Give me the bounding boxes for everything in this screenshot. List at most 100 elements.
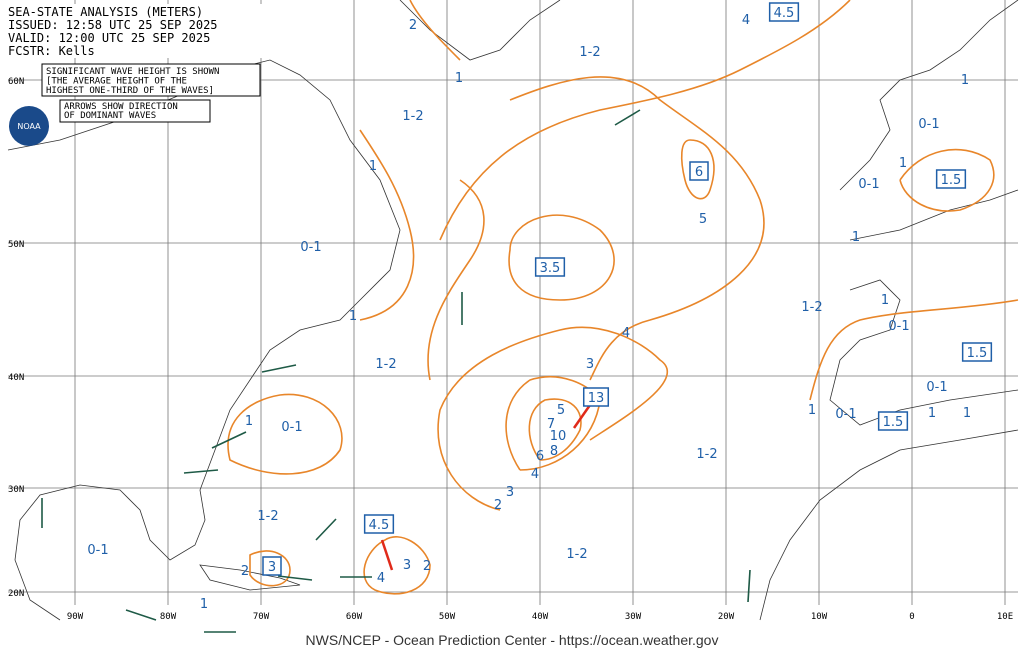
notes: SIGNIFICANT WAVE HEIGHT IS SHOWN[THE AVE… <box>46 67 219 96</box>
contour-label: 4 <box>622 326 630 341</box>
contour-label: 0-1 <box>281 420 302 435</box>
coastline <box>399 0 561 61</box>
wave-arrow <box>183 469 219 474</box>
label-box <box>877 411 909 431</box>
longitude-label: 30W <box>625 612 642 622</box>
longitude-label: 90W <box>67 612 84 622</box>
boxed-label: 3.5 <box>540 261 561 276</box>
boxed-label: 3 <box>268 560 276 575</box>
contour <box>437 326 669 511</box>
contour <box>899 148 995 212</box>
longitude-label: 70W <box>253 612 270 622</box>
contour-label: 1 <box>881 293 889 308</box>
contour-label: 2 <box>409 18 417 33</box>
latitude-label: 30N <box>8 485 24 495</box>
contour-label: 1-2 <box>801 300 822 315</box>
coastline <box>7 59 401 621</box>
note-line: SIGNIFICANT WAVE HEIGHT IS SHOWN <box>46 67 219 77</box>
wave-arrow <box>277 575 313 581</box>
label-box <box>961 342 993 362</box>
coastline <box>759 429 1019 621</box>
longitude-label: 50W <box>439 612 456 622</box>
wave-arrow <box>315 518 337 541</box>
coastlines <box>7 0 1019 621</box>
contour-label: 1 <box>852 230 860 245</box>
header: SEA-STATE ANALYSIS (METERS)ISSUED: 12:58… <box>8 5 218 58</box>
contour-label: 1-2 <box>579 45 600 60</box>
contour-label: 0-1 <box>858 177 879 192</box>
boxed-label: 1.5 <box>883 415 904 430</box>
label-box <box>935 169 967 189</box>
header-line: SEA-STATE ANALYSIS (METERS) <box>8 5 203 19</box>
latitude-label: 20N <box>8 589 24 599</box>
wave-arrow <box>261 364 297 373</box>
wave-arrow <box>614 109 641 126</box>
wave-arrow <box>747 569 751 603</box>
label-box <box>768 2 800 22</box>
contour-label: 1 <box>928 406 936 421</box>
contour <box>359 129 415 321</box>
longitude-label: 10E <box>997 612 1013 622</box>
contour <box>249 550 291 587</box>
longitude-label: 0 <box>909 612 914 622</box>
arrow-note-line: ARROWS SHOW DIRECTION <box>64 102 178 112</box>
wave-arrow-red <box>572 404 592 429</box>
coastline <box>199 564 301 591</box>
contour-label: 1 <box>369 159 377 174</box>
label-box <box>262 556 282 576</box>
contour-label: 3 <box>506 485 514 500</box>
contour-label: 1 <box>808 403 816 418</box>
wave-arrow-red <box>380 539 394 571</box>
contour-label: 1 <box>200 597 208 612</box>
boxed-label: 4.5 <box>774 6 795 21</box>
labels: 1-2 1-2 1-2 1-2 1-2 1-2 1-2 0-1 0-1 0-1 0-1 0-1 0-1 0… <box>87 2 993 612</box>
logo <box>9 106 49 146</box>
contour-label: 4 <box>531 467 539 482</box>
arrow-note-line: OF DOMINANT WAVES <box>64 111 156 121</box>
coastline <box>839 0 1019 191</box>
header-box <box>4 4 274 58</box>
contour-label: 6 <box>536 449 544 464</box>
contour-label: 3 <box>403 558 411 573</box>
wave-arrow <box>125 609 157 621</box>
coastline <box>849 189 1019 241</box>
label-box <box>363 514 395 534</box>
contour-label: 1 <box>455 71 463 86</box>
contour-label: 1 <box>349 309 357 324</box>
contours <box>227 0 1019 595</box>
contour <box>227 393 343 475</box>
boxed-label: 6 <box>695 165 703 180</box>
coastline <box>829 279 1019 426</box>
contour-label: 0-1 <box>300 240 321 255</box>
longitude-label: 60W <box>346 612 363 622</box>
contour <box>680 139 715 200</box>
contour-label: 4 <box>742 13 750 28</box>
note-line: [THE AVERAGE HEIGHT OF THE <box>46 77 187 87</box>
label-box <box>534 257 566 277</box>
latitude-label: 60N <box>8 77 24 87</box>
longitude-label: 20W <box>718 612 735 622</box>
contour-label: 1-2 <box>566 547 587 562</box>
contour-label: 5 <box>699 212 707 227</box>
contour-label: 0-1 <box>918 117 939 132</box>
contour-label: 8 <box>550 444 558 459</box>
contour-label: 1-2 <box>696 447 717 462</box>
logo-text: NOAA <box>17 122 41 131</box>
label-box <box>582 387 610 407</box>
note-line: HIGHEST ONE-THIRD OF THE WAVES] <box>46 86 214 96</box>
contour-label: 1-2 <box>402 109 423 124</box>
boxed-label: 4.5 <box>369 518 390 533</box>
contour-label: 1-2 <box>375 357 396 372</box>
contour <box>508 214 615 301</box>
contour-label: 4 <box>377 571 385 586</box>
contour-label: 0-1 <box>888 319 909 334</box>
contour <box>505 376 601 471</box>
contour-label: 1 <box>899 156 907 171</box>
arrow-note-box <box>59 99 211 123</box>
contour-label: 1 <box>961 73 969 88</box>
contour-label: 3 <box>586 357 594 372</box>
longitude-label: 80W <box>160 612 177 622</box>
